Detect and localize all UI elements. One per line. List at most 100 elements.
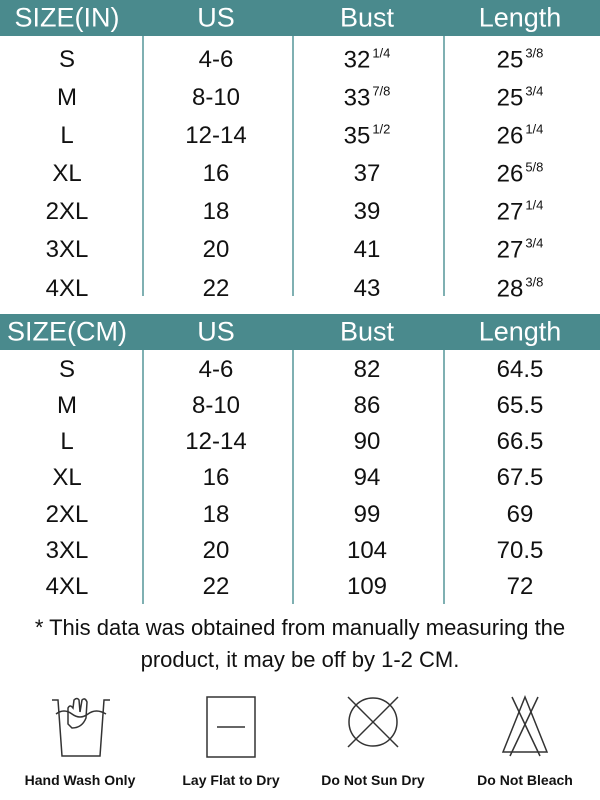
cell: 8-10 [191,84,241,111]
cell: 99 [353,501,381,528]
cell-whole: 32 [343,46,371,74]
cell: 2XL [45,501,89,528]
column-divider [142,36,144,296]
cell: 69 [506,501,534,528]
cell-fraction: 3/8 [525,274,544,290]
icon-triangle [501,694,549,753]
cell: 26 5/8 [497,160,544,189]
cell: 27 1/4 [497,198,544,227]
cell: 4-6 [198,46,234,73]
cell: 8-10 [191,392,241,419]
cell-fraction: 1/4 [525,197,544,213]
cell: 16 [202,464,230,491]
cell: 86 [353,392,381,419]
cell: 26 1/4 [497,122,544,151]
cell: 16 [202,160,230,187]
care-label: Do Not Sun Dry [321,772,425,788]
cell: 35 1/2 [344,122,391,151]
cell: 4XL [45,275,89,302]
icon-cross [511,696,541,757]
icon-cross [509,696,539,757]
cell: 3XL [45,537,89,564]
header-bar [0,314,600,350]
header-cell: SIZE(CM) [7,316,127,347]
cell: 18 [202,501,230,528]
header-cell: Bust [339,2,395,33]
cell: 72 [506,573,534,600]
cell: 4-6 [198,356,234,383]
column-divider [443,36,445,296]
header-cell: Length [478,2,562,33]
note: * This data was obtained from manually m… [34,615,566,672]
header-cell: Length [478,316,562,347]
cell-whole: 27 [496,236,524,264]
cell: 20 [202,537,230,564]
cell-whole: 25 [496,46,524,74]
cell-fraction: 1/4 [372,45,391,61]
cell-fraction: 3/8 [525,45,544,61]
cell: 2XL [45,198,89,225]
cell: S [58,46,76,73]
cell: 94 [353,464,381,491]
care-label: Lay Flat to Dry [182,772,280,788]
column-divider [142,350,144,604]
cell: 25 3/8 [497,46,544,75]
cell: 22 [202,275,230,302]
cell: 12-14 [185,122,247,149]
cell: 25 3/4 [497,84,544,113]
column-divider [443,350,445,604]
cell: 3XL [45,236,89,263]
cell: XL [52,464,82,491]
header-cell: SIZE(IN) [14,2,120,33]
header-cell: US [197,316,235,347]
icon-water [55,710,107,718]
icon-tub [52,699,110,757]
cell: 67.5 [496,464,544,491]
cell: 66.5 [496,428,544,455]
cell: 90 [353,428,381,455]
header-cell: US [197,2,235,33]
cell-whole: 35 [343,122,371,150]
cell: M [57,392,77,419]
cell: M [57,84,77,111]
cell-fraction: 3/4 [525,83,544,99]
icon-square [206,696,256,758]
column-divider [292,36,294,296]
cell-fraction: 1/4 [525,121,544,137]
cell-whole: 33 [343,84,371,112]
header-bar [0,0,600,36]
icon-hand [67,697,88,729]
cell-whole: 26 [496,122,524,150]
cell: 4XL [45,573,89,600]
cell: 32 1/4 [344,46,391,75]
cell: 22 [202,573,230,600]
cell-whole: 27 [496,198,524,226]
cell: 27 3/4 [497,236,544,265]
cell: 20 [202,236,230,263]
cell: 33 7/8 [344,84,391,113]
cell-fraction: 7/8 [372,83,391,99]
cell-whole: 26 [496,160,524,188]
cell-fraction: 5/8 [525,159,544,175]
cell: 104 [346,537,388,564]
cell: 37 [353,160,381,187]
cell: 65.5 [496,392,544,419]
cell: 18 [202,198,230,225]
column-divider [292,350,294,604]
cell: 64.5 [496,356,544,383]
cell: L [60,122,74,149]
cell: 39 [353,198,381,225]
icon-cross [347,696,399,748]
care-label: Do Not Bleach [477,772,573,788]
cell: XL [52,160,82,187]
cell: 41 [353,236,381,263]
cell: 43 [353,275,381,302]
cell-whole: 25 [496,84,524,112]
cell-whole: 28 [496,275,524,303]
cell: 12-14 [185,428,247,455]
icon-cross [347,696,399,748]
cell-fraction: 3/4 [525,235,544,251]
cell: S [58,356,76,383]
cell: 82 [353,356,381,383]
